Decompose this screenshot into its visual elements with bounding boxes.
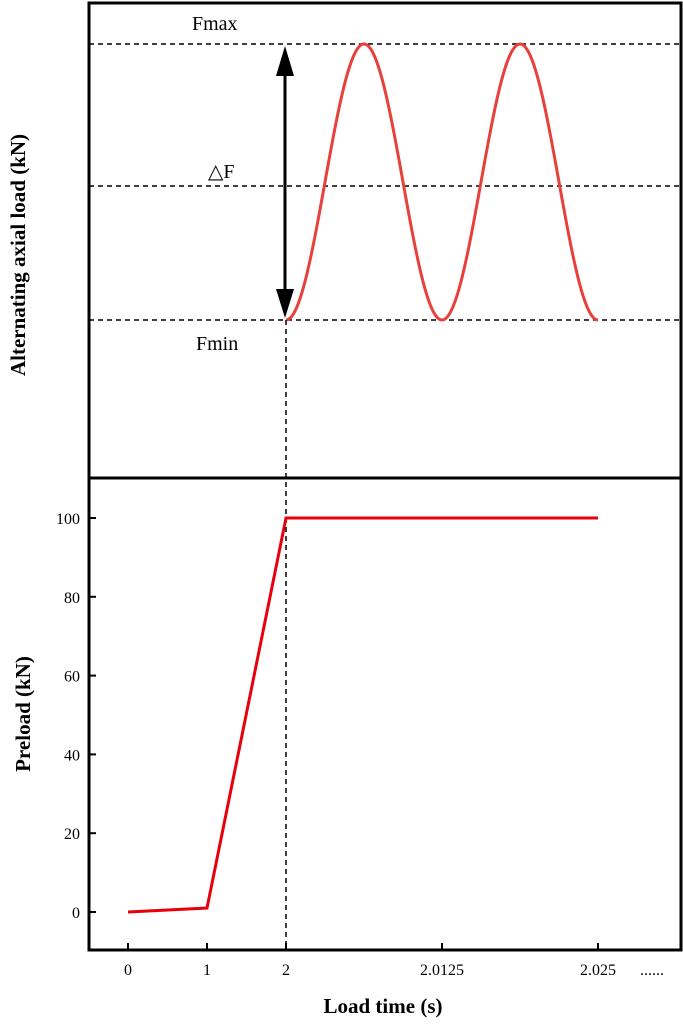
- y-tick-label: 60: [64, 669, 80, 686]
- bottom-x-axis-title: Load time (s): [324, 994, 443, 1018]
- alternating-load-curve: [285, 42, 599, 322]
- x-tick-label: 0: [124, 962, 132, 979]
- bottom-y-ticks: 0 20 40 60 80 100: [56, 511, 96, 922]
- top-y-axis-title: Alternating axial load (kN): [6, 134, 30, 376]
- bottom-x-ticks: 0 1 2 2.0125 2.025: [124, 943, 616, 979]
- y-tick-label: 100: [56, 511, 80, 528]
- x-tick-label: 1: [203, 962, 211, 979]
- delta-f-arrow-head-down: [276, 289, 294, 318]
- fmax-label: Fmax: [192, 13, 238, 35]
- x-tick-label: 2.025: [580, 962, 616, 979]
- x-tick-label: 2: [282, 962, 290, 979]
- x-tick-label: 2.0125: [420, 962, 464, 979]
- y-tick-label: 20: [64, 826, 80, 843]
- delta-f-arrow-head-up: [276, 46, 294, 76]
- delta-f-label: △F: [208, 161, 235, 183]
- top-panel: Fmax △F Fmin Alternating axial load (kN): [6, 1, 683, 480]
- y-tick-label: 40: [64, 747, 80, 764]
- top-plot-frame: [87, 1, 683, 480]
- bottom-y-axis-title: Preload (kN): [11, 656, 35, 772]
- bottom-plot-frame: [87, 476, 683, 952]
- x-axis-trailing-dots: ......: [640, 962, 664, 979]
- y-tick-label: 80: [64, 590, 80, 607]
- y-tick-label: 0: [72, 905, 80, 922]
- preload-series-line: [127, 516, 598, 914]
- fmin-label: Fmin: [196, 333, 238, 355]
- bottom-panel: 0 20 40 60 80 100 0 1 2 2.0125 2.025 ...... Load …: [11, 476, 683, 1018]
